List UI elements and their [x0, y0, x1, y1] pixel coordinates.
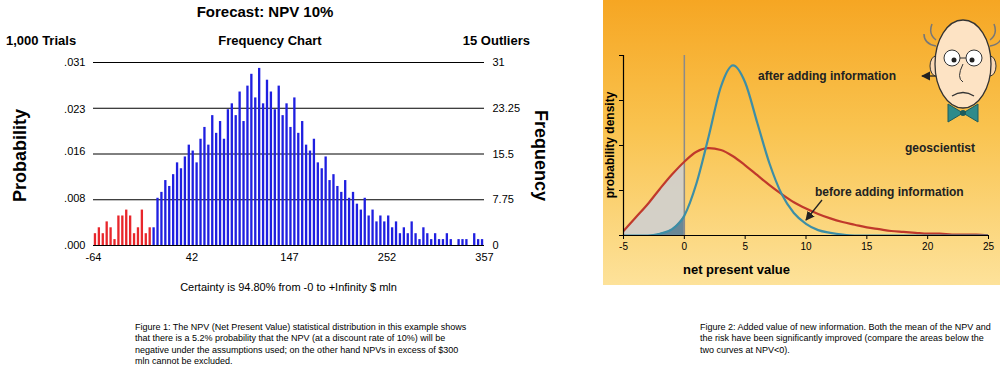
svg-text:.000: .000 — [64, 239, 85, 251]
svg-text:10: 10 — [800, 241, 812, 252]
html-text:Figure 2: Added value of new i: Figure 2: Added value of new information… — [700, 322, 991, 355]
html-text:Forecast: NPV 10%: Forecast: NPV 10% — [196, 3, 334, 20]
svg-text:23.25: 23.25 — [493, 102, 521, 114]
svg-text:7.75: 7.75 — [493, 193, 514, 205]
html-text:probability density: probability density — [603, 91, 617, 199]
html-text:15 Outliers: 15 Outliers — [462, 33, 530, 48]
svg-text:252: 252 — [378, 251, 396, 263]
html-text:Probability: Probability — [9, 109, 30, 202]
svg-text:0: 0 — [682, 241, 688, 252]
svg-text:before adding information: before adding information — [815, 185, 964, 199]
svg-text:357: 357 — [475, 251, 493, 263]
svg-text:20: 20 — [922, 241, 934, 252]
svg-text:-64: -64 — [86, 251, 102, 263]
svg-text:-5: -5 — [619, 241, 628, 252]
svg-text:.016: .016 — [64, 145, 85, 157]
svg-text:.031: .031 — [64, 56, 85, 68]
svg-text:15.5: 15.5 — [493, 148, 514, 160]
svg-text:.008: .008 — [64, 192, 85, 204]
svg-text:geoscientist: geoscientist — [905, 141, 975, 155]
html-text:Certainty is 94.80% from -0 to: Certainty is 94.80% from -0 to +Infinity… — [180, 281, 397, 293]
svg-text:.023: .023 — [64, 103, 85, 115]
svg-text:42: 42 — [186, 251, 198, 263]
html-text:1,000 Trials: 1,000 Trials — [6, 33, 77, 48]
svg-text:31: 31 — [493, 56, 505, 68]
html-text:Frequency Chart: Frequency Chart — [218, 33, 322, 48]
svg-text:after adding information: after adding information — [758, 69, 896, 83]
svg-text:5: 5 — [742, 241, 748, 252]
svg-text:0: 0 — [493, 239, 499, 251]
html-text:net present value: net present value — [683, 262, 790, 277]
svg-text:147: 147 — [280, 251, 298, 263]
svg-text:15: 15 — [861, 241, 873, 252]
html-text:Frequency: Frequency — [530, 110, 551, 201]
html-text:Figure 1: The NPV (Net Present: Figure 1: The NPV (Net Present Value) st… — [135, 322, 467, 366]
svg-text:25: 25 — [983, 241, 995, 252]
